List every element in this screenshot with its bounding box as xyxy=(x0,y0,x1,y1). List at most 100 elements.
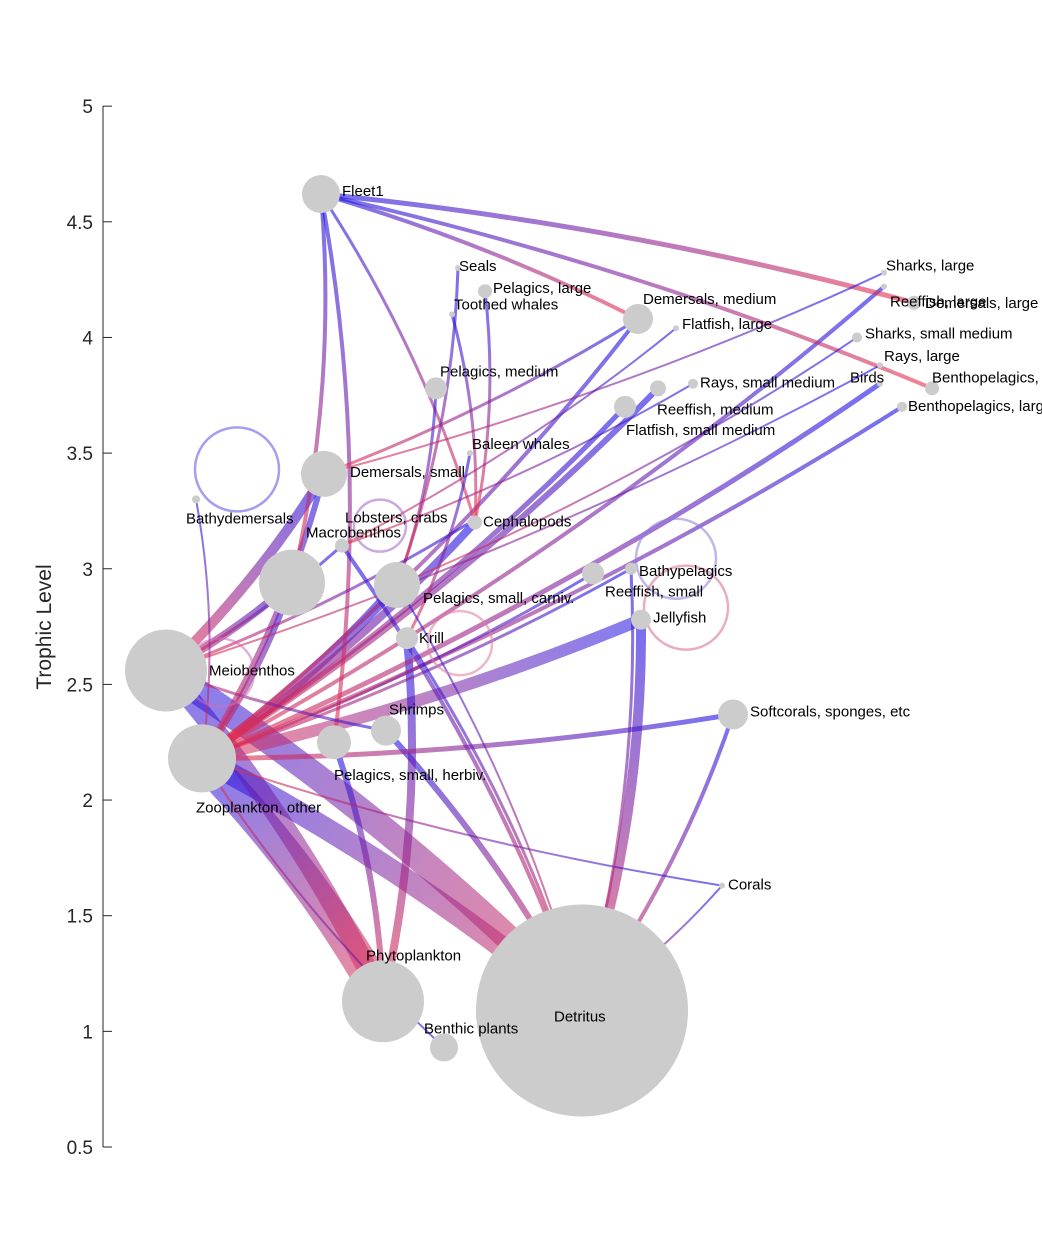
trophic-link xyxy=(323,271,885,475)
node-label: Corals xyxy=(728,877,771,894)
trophic-link xyxy=(405,451,472,640)
node-shrimps xyxy=(371,715,401,746)
node-rays-small-medium xyxy=(688,378,698,389)
node-rays-large xyxy=(877,362,883,369)
trophic-link xyxy=(341,327,677,547)
node-label: Detritus xyxy=(554,1009,606,1026)
node-label: Benthopelagics, large xyxy=(908,398,1042,415)
trophic-link xyxy=(201,757,723,887)
node-baleen-whales xyxy=(467,450,473,457)
node-toothed-whales xyxy=(449,311,455,318)
node-reeffish-large xyxy=(881,283,887,290)
node-fleet1 xyxy=(302,175,340,214)
node-label: Macrobenthos xyxy=(306,525,401,542)
trophic-link xyxy=(473,289,492,524)
y-tick-label: 5 xyxy=(82,97,93,118)
node-reeffish-small xyxy=(582,562,604,585)
node-label: Seals xyxy=(459,258,497,275)
node-bathydemersals xyxy=(192,495,200,504)
trophic-link xyxy=(396,336,858,586)
node-label: Reeffish, large xyxy=(890,294,986,311)
node-label: Sharks, small medium xyxy=(865,325,1013,342)
node-pelagics-medium xyxy=(425,377,447,400)
node-label: Meiobenthos xyxy=(209,663,295,680)
trophic-link xyxy=(341,382,694,547)
node-demersals-small xyxy=(301,450,347,497)
node-demersals-medium xyxy=(623,303,653,334)
node-pelagics-small-carniv xyxy=(374,561,420,608)
self-loop xyxy=(642,564,730,651)
self-loop xyxy=(352,498,408,553)
y-tick-label: 3.5 xyxy=(67,444,93,465)
node-label: Benthic plants xyxy=(424,1021,518,1038)
node-label: Softcorals, sponges, etc xyxy=(750,703,911,720)
node-label: Fleet1 xyxy=(342,183,384,200)
trophic-link xyxy=(318,191,917,306)
node-benthopelagics-medium xyxy=(925,381,939,396)
node-label: Lobsters, crabs xyxy=(345,509,448,526)
node-birds xyxy=(877,380,883,387)
node-label: Demersals, small xyxy=(350,464,465,481)
trophic-link xyxy=(200,316,640,761)
self-loop xyxy=(193,426,281,513)
y-tick-label: 4.5 xyxy=(67,213,93,234)
y-tick-label: 3 xyxy=(82,560,93,581)
trophic-link xyxy=(319,192,934,391)
y-tick-label: 0.5 xyxy=(67,1138,93,1159)
y-axis-ticks: 5 4.5 4 3.5 3 2.5 2 1.5 1 0.5 xyxy=(67,97,112,1159)
node-mesopelagics xyxy=(259,549,325,616)
node-seals xyxy=(455,265,461,272)
node-flatfish-small-medium xyxy=(614,395,636,418)
node-label: Flatfish, large xyxy=(682,316,772,333)
node-jellyfish xyxy=(631,609,651,630)
node-label: Krill xyxy=(419,630,444,647)
node-label: Pelagics, small, carniv. xyxy=(423,590,574,607)
y-tick-label: 4 xyxy=(82,328,93,349)
node-label: Toothed whales xyxy=(454,296,558,313)
y-tick-label: 1.5 xyxy=(67,907,93,928)
node-label: Baleen whales xyxy=(472,436,570,453)
trophic-link xyxy=(199,711,736,761)
node-label: Bathydemersals xyxy=(186,510,294,527)
node-pelagics-small-herbiv xyxy=(317,725,351,760)
node-label: Sharks, large xyxy=(886,258,974,275)
node-label: Birds xyxy=(850,370,884,387)
y-tick-label: 2 xyxy=(82,791,93,812)
trophic-link xyxy=(199,381,883,761)
node-pelagics-large xyxy=(478,284,492,299)
node-label: Demersals, large xyxy=(925,295,1038,312)
node-macrobenthos xyxy=(335,538,349,553)
node-corals xyxy=(719,882,725,889)
node-flatfish-large xyxy=(673,325,679,332)
trophic-link xyxy=(200,571,595,760)
node-label: Cephalopods xyxy=(483,513,571,530)
node-softcorals xyxy=(718,699,748,730)
node-demersals-large xyxy=(907,295,921,310)
node-label: Pelagics, medium xyxy=(440,363,558,380)
cannibalism-loops xyxy=(184,426,730,708)
trophic-link xyxy=(319,192,477,524)
trophic-link xyxy=(290,192,328,585)
node-krill xyxy=(396,627,418,650)
y-tick-label: 2.5 xyxy=(67,675,93,696)
node-detritus xyxy=(476,904,688,1117)
node-label: Pelagics, large xyxy=(493,280,591,297)
node-label: Phytoplankton xyxy=(366,947,461,964)
y-tick-label: 1 xyxy=(82,1022,93,1043)
node-benthopelagics-large xyxy=(897,401,907,412)
node-sharks-small-medium xyxy=(852,332,862,343)
node-label: Rays, large xyxy=(884,348,960,365)
node-label: Rays, small medium xyxy=(700,375,835,392)
trophic-link xyxy=(319,192,640,321)
trophic-link xyxy=(322,317,640,476)
node-label: Pelagics, small, herbiv. xyxy=(334,767,486,784)
trophic-link xyxy=(156,660,393,1012)
node-label: Reeffish, medium xyxy=(657,401,773,418)
node-label: Shrimps xyxy=(389,702,444,719)
node-label: Bathypelagics xyxy=(639,563,732,580)
node-phytoplankton xyxy=(342,960,424,1043)
trophic-link xyxy=(200,284,886,761)
